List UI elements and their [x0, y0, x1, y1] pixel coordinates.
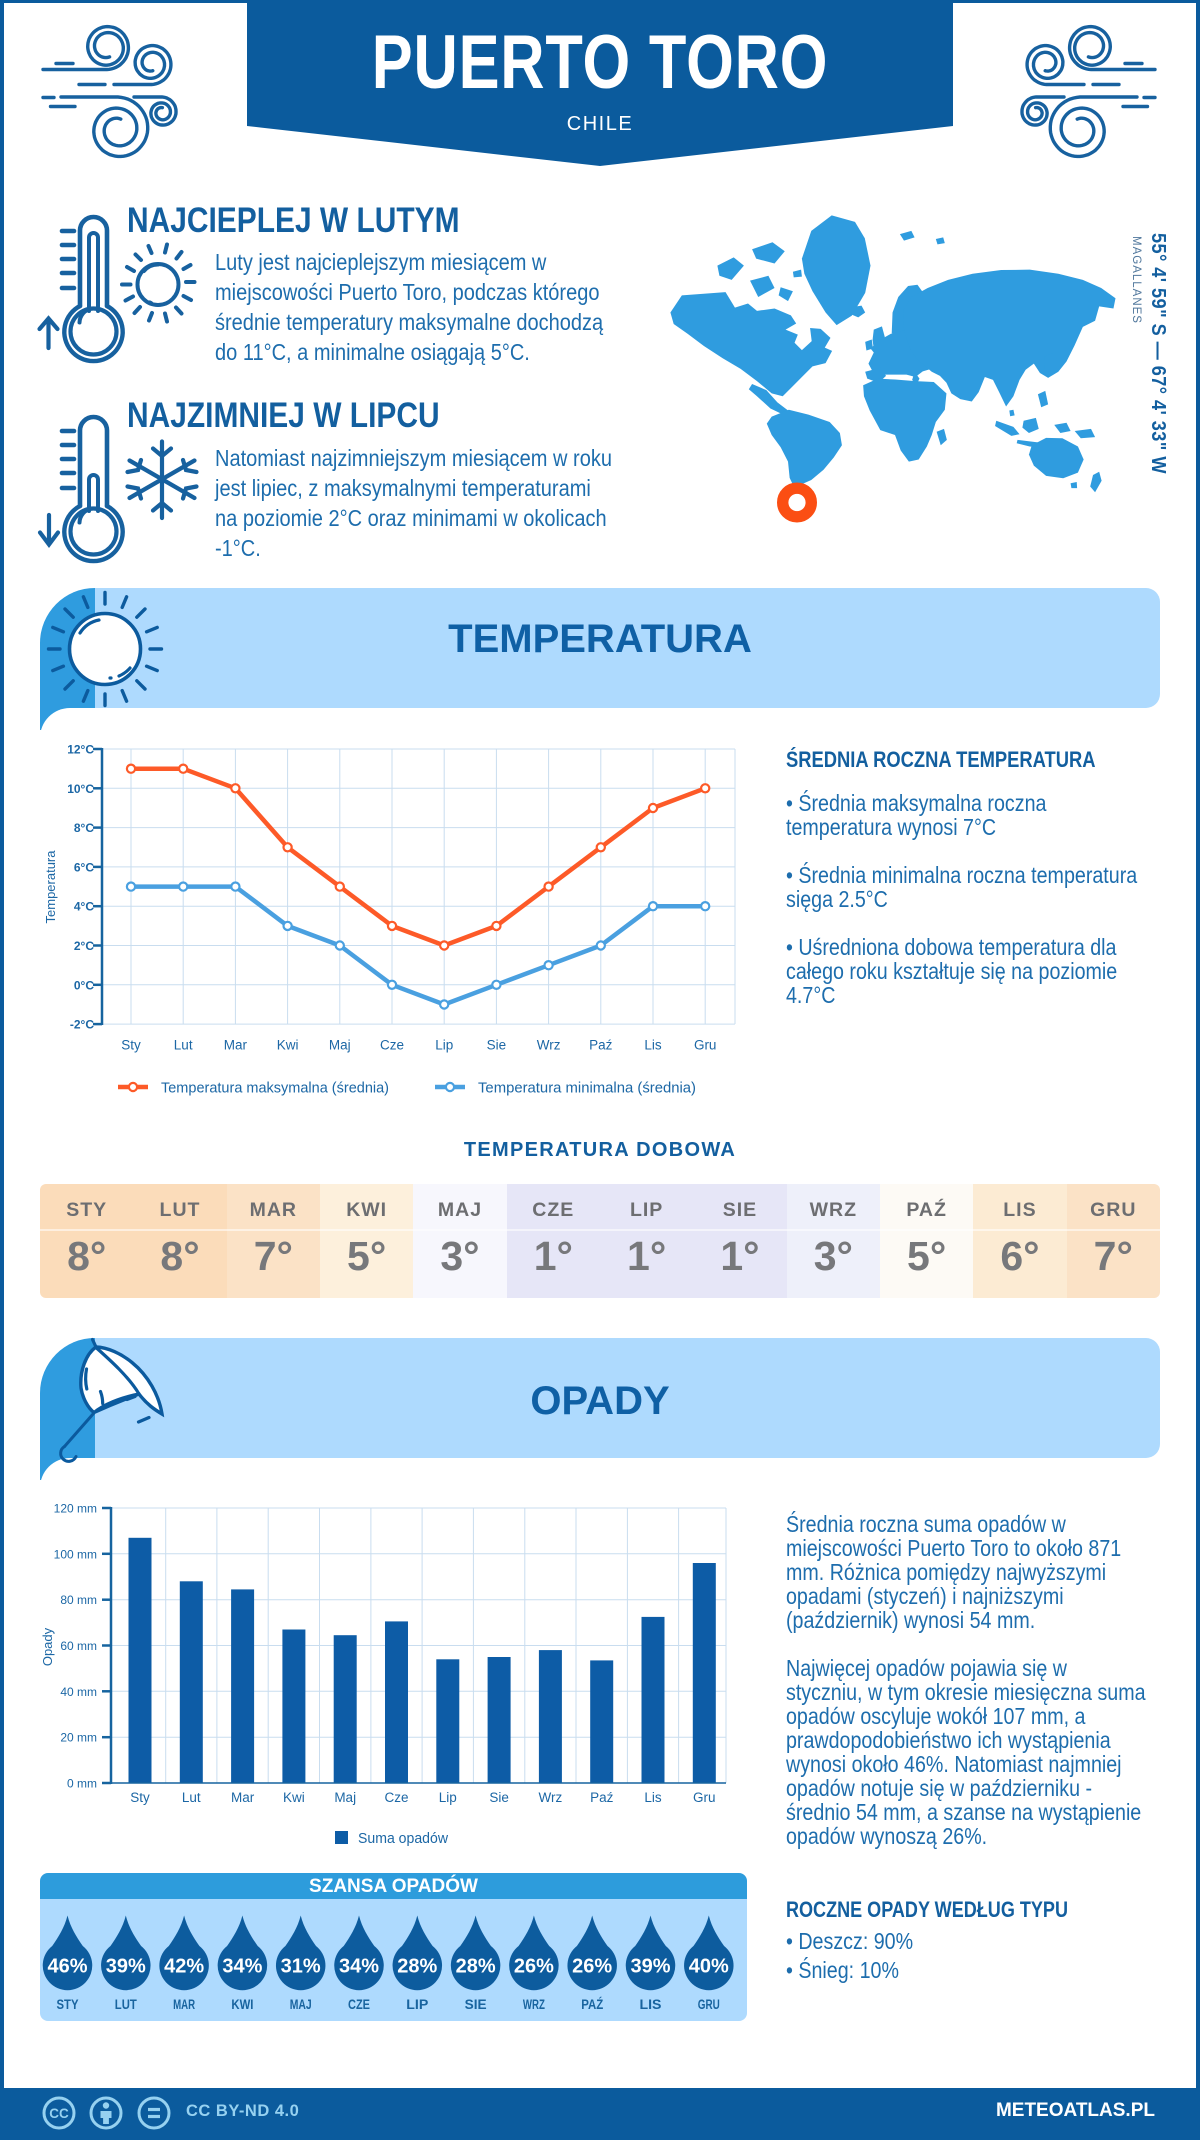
- svg-text:MAR: MAR: [173, 1997, 195, 2012]
- svg-text:10°C: 10°C: [67, 782, 94, 796]
- svg-text:CZE: CZE: [348, 1997, 370, 2012]
- svg-text:LIS: LIS: [640, 1997, 662, 2012]
- svg-text:42%: 42%: [164, 1956, 204, 1978]
- svg-text:40%: 40%: [689, 1956, 729, 1978]
- svg-text:Gru: Gru: [694, 1038, 717, 1053]
- svg-text:28%: 28%: [456, 1956, 496, 1978]
- svg-text:0 mm: 0 mm: [67, 1777, 97, 1791]
- svg-text:Gru: Gru: [693, 1790, 716, 1805]
- svg-text:8°C: 8°C: [74, 821, 94, 835]
- svg-text:Mar: Mar: [231, 1790, 255, 1805]
- svg-text:6°C: 6°C: [74, 860, 94, 874]
- svg-text:Kwi: Kwi: [277, 1038, 299, 1053]
- svg-text:46%: 46%: [47, 1956, 87, 1978]
- svg-text:Wrz: Wrz: [539, 1790, 563, 1805]
- svg-text:-2°C: -2°C: [70, 1018, 94, 1032]
- svg-text:Mar: Mar: [224, 1038, 248, 1053]
- svg-text:Lip: Lip: [435, 1038, 453, 1053]
- svg-text:Lut: Lut: [174, 1038, 193, 1053]
- svg-text:Sty: Sty: [130, 1790, 150, 1805]
- svg-text:60 mm: 60 mm: [60, 1639, 97, 1653]
- svg-text:100 mm: 100 mm: [54, 1547, 97, 1561]
- svg-text:Temperatura: Temperatura: [43, 850, 58, 924]
- svg-text:Sie: Sie: [487, 1038, 507, 1053]
- svg-text:Kwi: Kwi: [283, 1790, 305, 1805]
- svg-text:4°C: 4°C: [74, 900, 94, 914]
- svg-text:Sty: Sty: [121, 1038, 141, 1053]
- svg-text:Wrz: Wrz: [537, 1038, 561, 1053]
- svg-text:PAŹ: PAŹ: [581, 1997, 603, 2012]
- svg-text:Lut: Lut: [182, 1790, 201, 1805]
- svg-text:34%: 34%: [222, 1956, 262, 1978]
- svg-text:26%: 26%: [514, 1956, 554, 1978]
- svg-text:Opady: Opady: [40, 1627, 55, 1666]
- svg-text:KWI: KWI: [231, 1997, 253, 2012]
- svg-text:STY: STY: [57, 1997, 79, 2012]
- svg-text:39%: 39%: [630, 1956, 670, 1978]
- svg-text:34%: 34%: [339, 1956, 379, 1978]
- svg-text:120 mm: 120 mm: [54, 1502, 97, 1516]
- svg-text:WRZ: WRZ: [523, 1997, 545, 2012]
- svg-text:2°C: 2°C: [74, 939, 94, 953]
- svg-text:Temperatura minimalna (średnia: Temperatura minimalna (średnia): [478, 1081, 696, 1097]
- svg-text:Lis: Lis: [644, 1790, 662, 1805]
- svg-text:26%: 26%: [572, 1956, 612, 1978]
- svg-text:Maj: Maj: [329, 1038, 351, 1053]
- svg-text:CC: CC: [49, 2106, 69, 2121]
- svg-text:Lis: Lis: [644, 1038, 662, 1053]
- svg-text:SIE: SIE: [465, 1997, 487, 2012]
- svg-text:0°C: 0°C: [74, 978, 94, 992]
- svg-text:LUT: LUT: [115, 1997, 138, 2012]
- svg-text:12°C: 12°C: [67, 743, 94, 757]
- svg-text:Cze: Cze: [380, 1038, 404, 1053]
- svg-text:MAJ: MAJ: [290, 1997, 312, 2012]
- svg-text:40 mm: 40 mm: [60, 1685, 97, 1699]
- svg-text:20 mm: 20 mm: [60, 1731, 97, 1745]
- svg-text:Sie: Sie: [489, 1790, 509, 1805]
- svg-text:Paź: Paź: [590, 1790, 614, 1805]
- svg-text:Paź: Paź: [589, 1038, 613, 1053]
- svg-text:Temperatura maksymalna (średni: Temperatura maksymalna (średnia): [161, 1081, 389, 1097]
- svg-text:Maj: Maj: [334, 1790, 356, 1805]
- svg-text:Cze: Cze: [384, 1790, 408, 1805]
- svg-text:LIP: LIP: [406, 1997, 428, 2012]
- svg-text:31%: 31%: [281, 1956, 321, 1978]
- svg-text:80 mm: 80 mm: [60, 1593, 97, 1607]
- svg-text:39%: 39%: [106, 1956, 146, 1978]
- svg-text:Suma opadów: Suma opadów: [358, 1831, 449, 1847]
- svg-text:Lip: Lip: [439, 1790, 457, 1805]
- svg-text:28%: 28%: [397, 1956, 437, 1978]
- svg-text:GRU: GRU: [698, 1997, 720, 2012]
